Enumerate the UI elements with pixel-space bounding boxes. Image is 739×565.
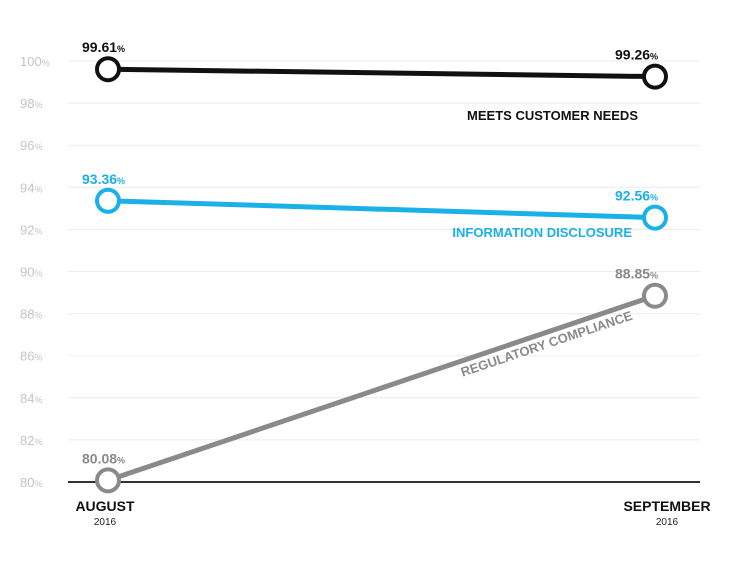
- data-label: 92.56%: [615, 188, 658, 204]
- y-tick-label: 90%: [20, 265, 42, 280]
- x-category-label: SEPTEMBER: [623, 498, 710, 514]
- series-label: MEETS CUSTOMER NEEDS: [467, 108, 638, 123]
- series-group: 99.61% 99.26% MEETS CUSTOMER NEEDS 93.36% 92…: [82, 39, 668, 494]
- y-tick-label: 84%: [20, 391, 42, 406]
- y-tick-label: 98%: [20, 96, 42, 111]
- data-point: [95, 467, 121, 494]
- y-tick-label: 82%: [20, 433, 42, 448]
- y-tick-label: 86%: [20, 349, 42, 364]
- data-point: [95, 187, 121, 214]
- data-point: [642, 63, 668, 90]
- series-information-disclosure: 93.36% 92.56% INFORMATION DISCLOSURE: [82, 171, 668, 240]
- y-tick-label: 80%: [20, 475, 42, 490]
- y-axis-ticks: 80% 82% 84% 86% 88% 90% 92% 94% 96% 98% 100%: [20, 54, 50, 490]
- data-label: 93.36%: [82, 171, 125, 187]
- series-regulatory-compliance: 80.08% 88.85% REGULATORY COMPLIANCE: [82, 266, 668, 494]
- y-tick-label: 94%: [20, 180, 42, 195]
- series-label: INFORMATION DISCLOSURE: [452, 225, 632, 240]
- y-tick-label: 100%: [20, 54, 50, 69]
- gridlines: [68, 60, 700, 441]
- x-axis-categories: AUGUST 2016 SEPTEMBER 2016: [75, 498, 710, 528]
- data-point: [642, 282, 668, 309]
- series-line: [105, 198, 658, 221]
- data-label: 99.26%: [615, 47, 658, 63]
- data-point: [95, 56, 121, 83]
- x-category-label: AUGUST: [75, 498, 135, 514]
- series-meets-customer-needs: 99.61% 99.26% MEETS CUSTOMER NEEDS: [82, 39, 668, 123]
- data-point: [642, 204, 668, 231]
- x-category-sublabel: 2016: [94, 517, 117, 528]
- data-label: 80.08%: [82, 450, 125, 466]
- data-label: 88.85%: [615, 266, 658, 282]
- y-tick-label: 88%: [20, 307, 42, 322]
- series-line: [105, 66, 658, 80]
- y-tick-label: 92%: [20, 222, 42, 237]
- data-label: 99.61%: [82, 39, 125, 55]
- series-line: [105, 293, 658, 483]
- series-label: REGULATORY COMPLIANCE: [459, 308, 635, 380]
- x-category-sublabel: 2016: [656, 517, 679, 528]
- y-tick-label: 96%: [20, 138, 42, 153]
